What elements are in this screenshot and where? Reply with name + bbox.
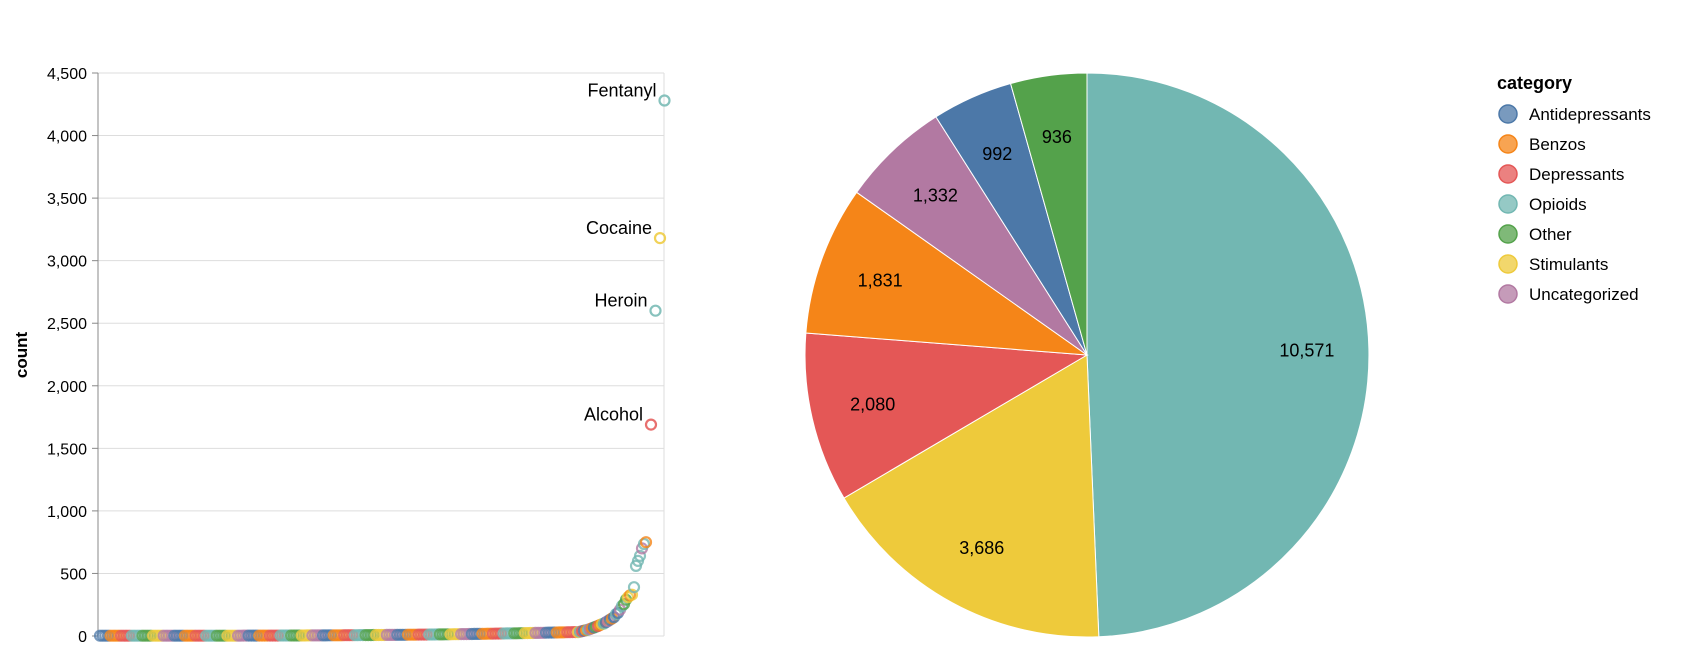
scatter-y-axis: 0 500 1,000 1,500 2,000 2,500 3,000 3,500 4,000 4… [47,66,99,646]
scatter-point [627,581,641,594]
legend-items: Antidepressants Benzos Depressants Opioids O… [1498,104,1651,304]
legend: category Antidepressants Benzos Depressant… [1497,73,1651,304]
pie-label-depressants: 2,080 [850,395,895,415]
pie-label-opioids: 10,571 [1279,340,1334,360]
scatter-annotations: Alcohol Heroin Cocaine Fentanyl [584,81,657,425]
legend-swatch [1498,284,1518,304]
y-tick-label: 4,000 [47,129,87,146]
pie-label-uncategorized: 1,332 [913,186,958,206]
y-tick-label: 4,500 [47,66,87,83]
y-tick-label: 1,000 [47,504,87,521]
legend-swatch [1498,194,1518,214]
pie-label-stimulants: 3,686 [959,538,1004,558]
y-tick-label: 500 [60,566,87,583]
legend-label: Stimulants [1529,255,1608,274]
y-tick-label: 1,500 [47,441,87,458]
scatter-chart: 0 500 1,000 1,500 2,000 2,500 3,000 3,500 4,000 4… [12,66,671,646]
scatter-point [633,549,647,563]
pie-label-other: 936 [1042,127,1072,147]
legend-swatch [1498,134,1518,154]
scatter-point [625,588,639,601]
scatter-point-alcohol [644,418,658,431]
pie-slice-depressants [804,332,1089,499]
legend-label: Antidepressants [1529,105,1651,124]
pie-labels: 10,571 3,686 2,080 1,831 1,332 992 936 [850,127,1334,558]
scatter-gridlines [98,72,665,637]
pie-slice-benzos [805,191,1089,356]
pie-slice-other [1009,72,1088,356]
pie-slice-opioids [1086,72,1370,638]
annotation-heroin: Heroin [594,291,647,311]
y-tick-label: 3,500 [47,191,87,208]
legend-title: category [1497,73,1572,93]
annotation-alcohol: Alcohol [584,405,643,425]
y-tick-label: 0 [78,629,87,646]
scatter-point [637,537,651,551]
scatter-point-heroin [649,304,662,317]
scatter-point-cocaine [653,232,667,245]
legend-label: Uncategorized [1529,285,1639,304]
y-tick-label: 2,500 [47,316,87,333]
legend-label: Opioids [1529,195,1587,214]
legend-swatch [1498,164,1518,184]
pie-slice-stimulants [843,354,1100,638]
y-tick-label: 2,000 [47,379,87,396]
scatter-point [639,536,653,549]
annotation-cocaine: Cocaine [586,218,652,238]
annotation-fentanyl: Fentanyl [587,81,656,101]
pie-slices [804,72,1370,638]
legend-label: Benzos [1529,135,1586,154]
scatter-point-fentanyl [658,94,671,107]
scatter-points [93,94,671,642]
y-axis-title: count [12,332,31,379]
pie-label-antidepressants: 992 [982,144,1012,164]
legend-label: Depressants [1529,165,1624,184]
y-tick-label: 3,000 [47,254,87,271]
legend-label: Other [1529,225,1572,244]
legend-swatch [1498,104,1518,124]
pie-label-benzos: 1,831 [858,270,903,290]
legend-swatch [1498,254,1518,274]
legend-swatch [1498,224,1518,244]
pie-chart: 10,571 3,686 2,080 1,831 1,332 992 936 [804,72,1370,638]
